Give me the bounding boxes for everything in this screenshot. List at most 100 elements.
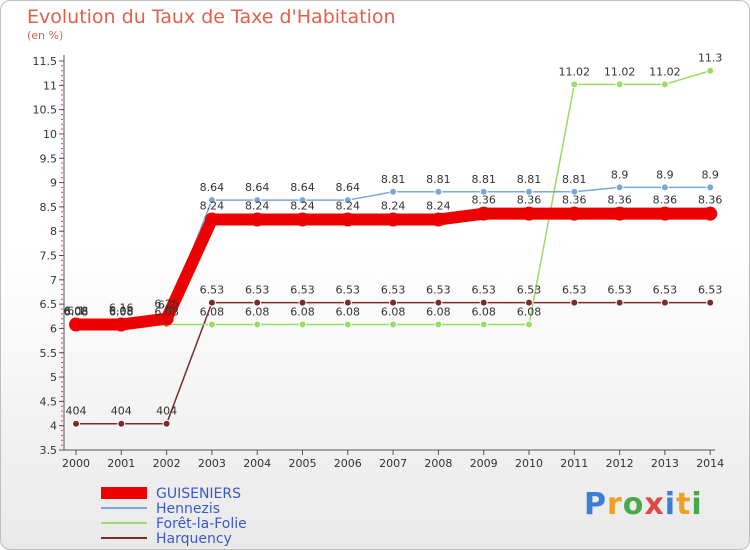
data-point <box>117 419 126 428</box>
data-label: 6.25 <box>154 297 179 310</box>
data-point <box>660 298 669 307</box>
data-point <box>522 206 536 221</box>
series-0 <box>69 206 718 332</box>
data-label: 8.9 <box>611 168 629 181</box>
data-label: 8.64 <box>336 181 361 194</box>
x-tick-label: 2009 <box>470 457 498 470</box>
data-point <box>434 298 443 307</box>
logo-letter: t <box>676 487 692 522</box>
chart-title: Evolution du Taux de Taxe d'Habitation <box>27 6 396 28</box>
data-point <box>343 196 352 205</box>
data-point <box>207 320 216 329</box>
y-tick-label: 7.5 <box>40 250 58 263</box>
data-point <box>298 320 307 329</box>
data-point <box>525 320 533 329</box>
data-point <box>434 187 443 196</box>
data-point <box>162 419 171 428</box>
y-tick-label: 4 <box>50 420 57 433</box>
data-point <box>570 298 579 307</box>
data-point <box>525 187 533 196</box>
x-tick-label: 2012 <box>606 457 634 470</box>
data-point <box>389 187 398 196</box>
y-tick-label: 6.5 <box>40 298 58 311</box>
data-point <box>434 320 443 329</box>
data-label: 11.3 <box>698 52 723 65</box>
x-tick-label: 2014 <box>696 457 724 470</box>
data-label: 6.53 <box>381 284 406 297</box>
data-point <box>567 206 582 221</box>
chart-subtitle: (en %) <box>27 29 64 42</box>
data-point <box>570 80 579 89</box>
data-point <box>340 212 355 227</box>
data-label: 8.24 <box>381 200 406 213</box>
data-label: 8.24 <box>200 200 225 213</box>
data-label: 6.08 <box>290 306 315 319</box>
logo-letter: r <box>607 487 623 522</box>
y-tick-label: 8 <box>50 225 57 238</box>
data-label: 8.24 <box>290 200 315 213</box>
data-point <box>253 320 262 329</box>
data-point <box>615 183 624 192</box>
data-label: 6.08 <box>109 305 134 318</box>
data-label: 6.53 <box>562 284 587 297</box>
data-point <box>159 311 174 326</box>
data-point <box>660 183 669 192</box>
x-tick-label: 2011 <box>560 457 588 470</box>
data-label: 6.53 <box>517 284 542 297</box>
data-label: 8.36 <box>698 194 723 207</box>
data-point <box>343 298 352 307</box>
legend-label: GUISENIERS <box>156 486 241 502</box>
data-label: 6.53 <box>336 284 361 297</box>
data-label: 6.08 <box>245 306 270 319</box>
y-tick-label: 9.5 <box>40 152 58 165</box>
proxiti-logo: Proxiti <box>584 487 703 522</box>
data-point <box>431 212 446 227</box>
data-label: 8.24 <box>336 200 361 213</box>
data-label: 8.64 <box>245 181 270 194</box>
data-label: 8.24 <box>245 200 270 213</box>
y-tick-label: 10 <box>43 128 57 141</box>
data-point <box>343 320 352 329</box>
x-tick-label: 2002 <box>153 457 181 470</box>
logo-letter: o <box>622 487 645 522</box>
x-tick-label: 2004 <box>243 457 271 470</box>
y-tick-label: 4.5 <box>40 395 58 408</box>
data-label: 6.08 <box>517 306 542 319</box>
data-label: 11.02 <box>604 65 636 78</box>
x-tick-label: 2000 <box>62 457 90 470</box>
data-label: 404 <box>156 405 177 418</box>
data-label: 6.08 <box>109 306 134 319</box>
series-3 <box>72 298 715 428</box>
data-label: 6.08 <box>154 306 179 319</box>
data-label: 6.1 <box>67 305 85 318</box>
data-label: 8.9 <box>656 168 674 181</box>
data-label: 6.08 <box>64 306 89 319</box>
data-label: 6.16 <box>109 302 134 315</box>
data-label: 8.81 <box>517 173 542 186</box>
logo-letter: i <box>664 487 677 522</box>
y-tick-label: 5 <box>50 371 57 384</box>
legend-label: Harquency <box>156 531 232 547</box>
data-label: 11.02 <box>649 65 681 78</box>
x-tick-label: 2005 <box>289 457 317 470</box>
data-point <box>295 212 310 227</box>
data-point <box>250 212 265 227</box>
data-point <box>479 298 488 307</box>
data-label: 6.53 <box>653 284 678 297</box>
logo-letter: P <box>584 487 607 522</box>
data-label: 8.81 <box>381 173 406 186</box>
data-label: 6.53 <box>290 284 315 297</box>
data-point <box>612 206 627 221</box>
legend-label: Hennezis <box>156 501 220 517</box>
y-tick-label: 8.5 <box>40 201 58 214</box>
data-label: 6.08 <box>200 306 225 319</box>
data-label: 8.81 <box>471 173 496 186</box>
data-label: 8.36 <box>517 194 542 207</box>
data-point <box>389 298 398 307</box>
data-label: 11.02 <box>559 65 591 78</box>
y-tick-label: 7 <box>50 274 57 287</box>
y-tick-label: 6 <box>50 322 57 335</box>
data-label: 6.53 <box>607 284 632 297</box>
